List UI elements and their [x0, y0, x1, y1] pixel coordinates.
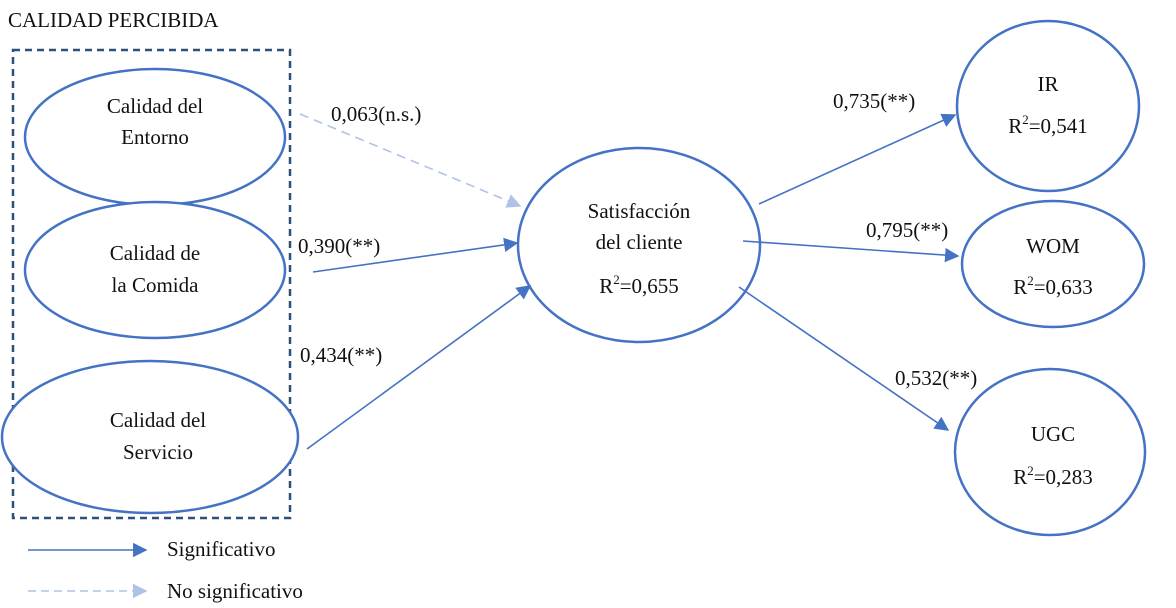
legend-significant-label: Significativo [167, 537, 276, 561]
node-calidad-entorno-line2: Entorno [121, 125, 189, 149]
label-satisfaccion-wom: 0,795(**) [866, 218, 948, 242]
node-ir [955, 19, 1141, 193]
node-calidad-comida [23, 200, 287, 340]
node-satisfaccion-line1: Satisfacción [588, 199, 691, 223]
node-calidad-comida-line2: la Comida [112, 273, 200, 297]
node-wom-label: WOM [1026, 234, 1080, 258]
label-entorno-satisfaccion: 0,063(n.s.) [331, 102, 421, 126]
arrow-satisfaccion-to-ugc [738, 286, 950, 431]
label-comida-satisfaccion: 0,390(**) [298, 234, 380, 258]
label-servicio-satisfaccion: 0,434(**) [300, 343, 382, 367]
arrow-satisfaccion-to-ir [758, 113, 957, 205]
label-satisfaccion-ugc: 0,532(**) [895, 366, 977, 390]
node-ugc [953, 367, 1147, 537]
perceived-quality-group-box [11, 48, 292, 520]
node-calidad-entorno-line1: Calidad del [107, 94, 203, 118]
arrow-comida-to-satisfaccion [312, 237, 519, 273]
node-calidad-servicio-line2: Servicio [123, 440, 193, 464]
node-wom [960, 199, 1146, 329]
arrow-servicio-to-satisfaccion [306, 285, 532, 450]
node-ugc-r2: R2=0,283 [1013, 463, 1093, 489]
node-ir-label: IR [1038, 72, 1059, 96]
arrow-satisfaccion-to-wom [742, 240, 960, 263]
node-satisfaccion-r2: R2=0,655 [599, 272, 679, 298]
label-satisfaccion-ir: 0,735(**) [833, 89, 915, 113]
node-calidad-servicio-line1: Calidad del [110, 408, 206, 432]
group-title: CALIDAD PERCIBIDA [8, 8, 219, 32]
node-calidad-comida-line1: Calidad de [110, 241, 200, 265]
node-satisfaccion-line2: del cliente [596, 230, 683, 254]
node-calidad-servicio [0, 359, 300, 515]
legend-not-significant-label: No significativo [167, 579, 303, 603]
node-wom-r2: R2=0,633 [1013, 273, 1093, 299]
node-ir-r2: R2=0,541 [1008, 112, 1088, 138]
arrow-entorno-to-satisfaccion [299, 113, 522, 208]
node-ugc-label: UGC [1031, 422, 1075, 446]
